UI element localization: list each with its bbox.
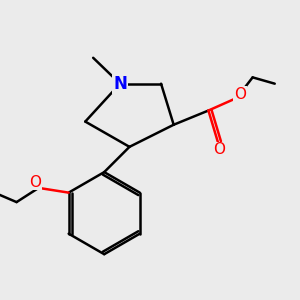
Text: O: O [214,142,226,158]
Text: O: O [29,175,41,190]
Text: N: N [113,75,127,93]
Text: O: O [234,87,246,102]
